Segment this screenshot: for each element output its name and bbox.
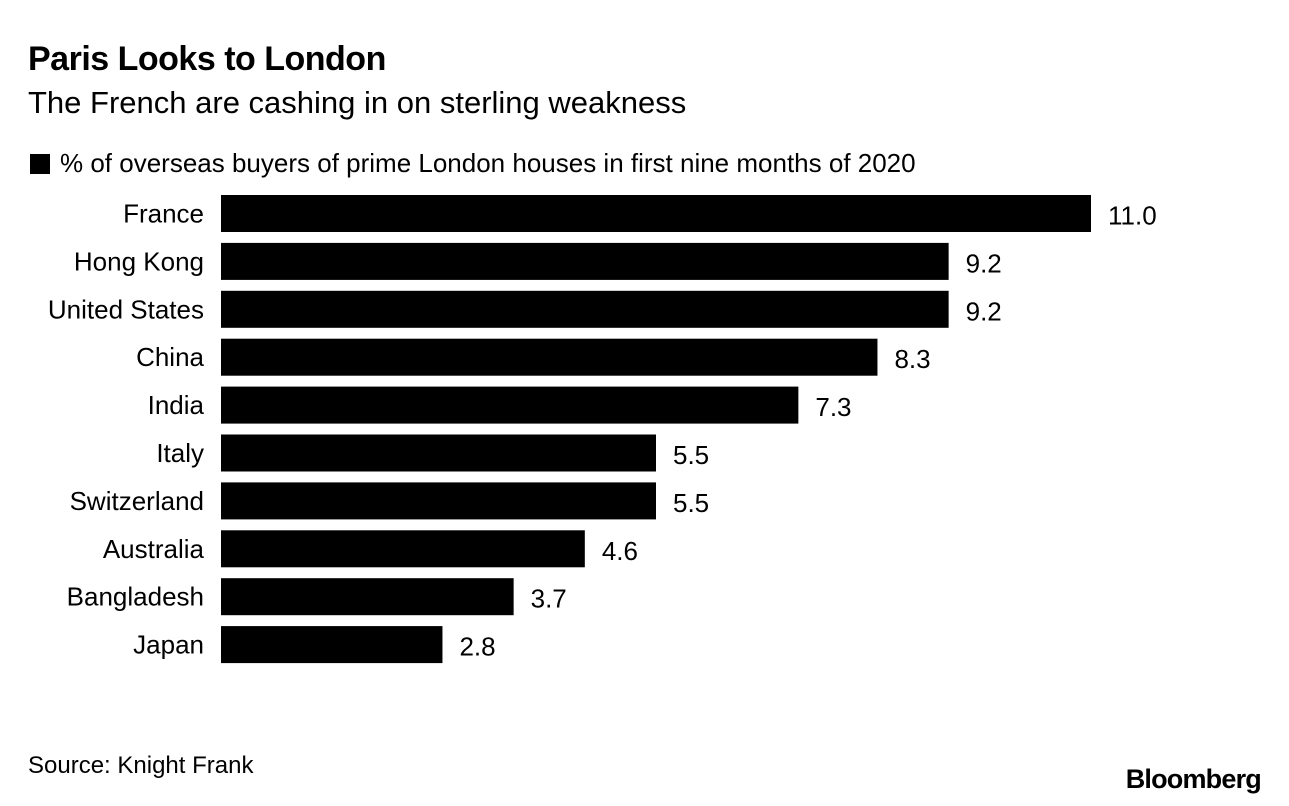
category-label: Switzerland: [70, 486, 204, 516]
category-label: Hong Kong: [74, 246, 204, 276]
chart-legend: % of overseas buyers of prime London hou…: [30, 148, 916, 179]
bar: [221, 434, 656, 472]
category-label: Japan: [133, 630, 204, 660]
data-label: 9.2: [966, 248, 1002, 278]
source-note: Source: Knight Frank: [28, 752, 254, 779]
data-label: 4.6: [602, 536, 638, 566]
category-label: China: [136, 342, 204, 372]
bar: [221, 626, 443, 664]
data-label: 5.5: [673, 488, 709, 518]
bar: [221, 578, 514, 616]
bar: [221, 290, 949, 328]
bar: [221, 195, 1091, 232]
data-label: 2.8: [459, 632, 495, 662]
bar: [221, 338, 878, 376]
category-label: France: [123, 199, 204, 229]
bar: [221, 530, 585, 568]
data-label: 8.3: [894, 344, 930, 374]
chart-title: Paris Looks to London: [28, 40, 386, 78]
bloomberg-logo: Bloomberg: [1125, 764, 1262, 794]
legend-swatch: [30, 153, 50, 174]
data-label: 9.2: [966, 296, 1002, 326]
bar: [221, 242, 949, 280]
category-label: Australia: [103, 534, 205, 564]
category-label: Italy: [156, 438, 204, 468]
category-label: United States: [48, 294, 204, 324]
bar: [221, 482, 656, 520]
legend-label: % of overseas buyers of prime London hou…: [60, 148, 916, 178]
bar: [221, 386, 799, 424]
data-label: 3.7: [531, 584, 567, 614]
category-label: India: [148, 390, 205, 420]
data-label: 5.5: [673, 440, 709, 470]
data-label: 7.3: [815, 392, 851, 422]
chart-subtitle: The French are cashing in on sterling we…: [28, 85, 687, 120]
category-label: Bangladesh: [67, 582, 204, 612]
data-label: 11.0: [1108, 201, 1157, 231]
